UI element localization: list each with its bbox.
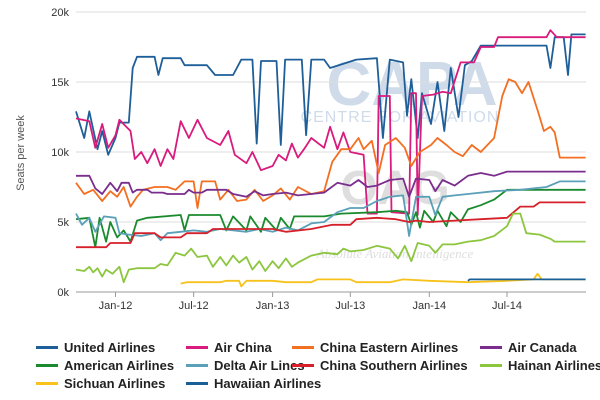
y-tick-labels: 0k 5k 10k 15k 20k <box>51 7 69 299</box>
y-tick-label: 0k <box>57 287 69 299</box>
legend-swatch <box>186 381 208 385</box>
x-tick-label: Jan-14 <box>412 300 446 312</box>
legend-label: Air Canada <box>508 339 577 355</box>
legend-label: American Airlines <box>64 357 175 373</box>
series-lines <box>75 29 586 288</box>
legend-label: China Southern Airlines <box>320 357 468 373</box>
y-tick-label: 10k <box>51 147 69 159</box>
series-line-united-airlines <box>75 33 586 156</box>
legend-swatch <box>36 381 58 385</box>
legend-label: Sichuan Airlines <box>64 375 166 391</box>
legend-item: Air China <box>186 338 272 356</box>
legend: United Airlines Air China China Eastern Ai… <box>0 336 600 396</box>
grid-lines <box>76 11 586 293</box>
series-line-delta-air-lines <box>75 180 586 242</box>
x-tick-label: Jan-12 <box>99 300 133 312</box>
legend-swatch <box>36 345 58 349</box>
svg-text:CENTRE FOR AVIATION: CENTRE FOR AVIATION <box>301 109 500 126</box>
legend-label: United Airlines <box>64 339 156 355</box>
series-line-china-southern-airlines <box>76 201 586 249</box>
legend-item: China Eastern Airlines <box>292 338 458 356</box>
legend-swatch <box>480 345 502 349</box>
legend-swatch <box>186 345 208 349</box>
legend-item: American Airlines <box>36 356 174 374</box>
series-line-air-china <box>75 29 586 216</box>
x-tick-label: Jul-12 <box>179 300 209 312</box>
x-tick-label: Jul-14 <box>492 300 522 312</box>
legend-item: Hawaiian Airlines <box>186 374 321 392</box>
legend-swatch <box>186 363 208 367</box>
series-line-american-airlines <box>75 188 586 249</box>
x-tick-label: Jan-13 <box>256 300 290 312</box>
legend-label: Air China <box>214 339 272 355</box>
y-tick-label: 20k <box>51 7 69 19</box>
legend-label: Hainan Airlines <box>508 357 600 373</box>
y-tick-label: 5k <box>57 217 69 229</box>
legend-label: China Eastern Airlines <box>320 339 459 355</box>
y-tick-label: 15k <box>51 77 69 89</box>
legend-item: Hainan Airlines <box>480 356 600 374</box>
legend-item: Sichuan Airlines <box>36 374 165 392</box>
legend-swatch <box>480 363 502 367</box>
y-axis-label: Seats per week <box>15 115 27 191</box>
series-line-hainan-airlines <box>75 212 586 284</box>
legend-item: Delta Air Lines <box>186 356 305 374</box>
x-tick-label: Jul-13 <box>335 300 365 312</box>
legend-label: Hawaiian Airlines <box>214 375 322 391</box>
legend-swatch <box>292 363 314 367</box>
legend-item: United Airlines <box>36 338 155 356</box>
legend-item: China Southern Airlines <box>292 356 468 374</box>
legend-item: Air Canada <box>480 338 577 356</box>
series-line-china-eastern-airlines <box>75 78 586 209</box>
legend-swatch <box>292 345 314 349</box>
series-line-air-canada <box>76 170 586 198</box>
x-tick-labels: Jan-12 Jul-12 Jan-13 Jul-13 Jan-14 Jul-14 <box>99 292 522 312</box>
series-line-hawaiian-airlines <box>467 278 586 282</box>
line-chart: CAPA CENTRE FOR AVIATION OAG Absolute Av… <box>15 7 586 312</box>
legend-label: Delta Air Lines <box>214 357 305 373</box>
legend-swatch <box>36 363 58 367</box>
